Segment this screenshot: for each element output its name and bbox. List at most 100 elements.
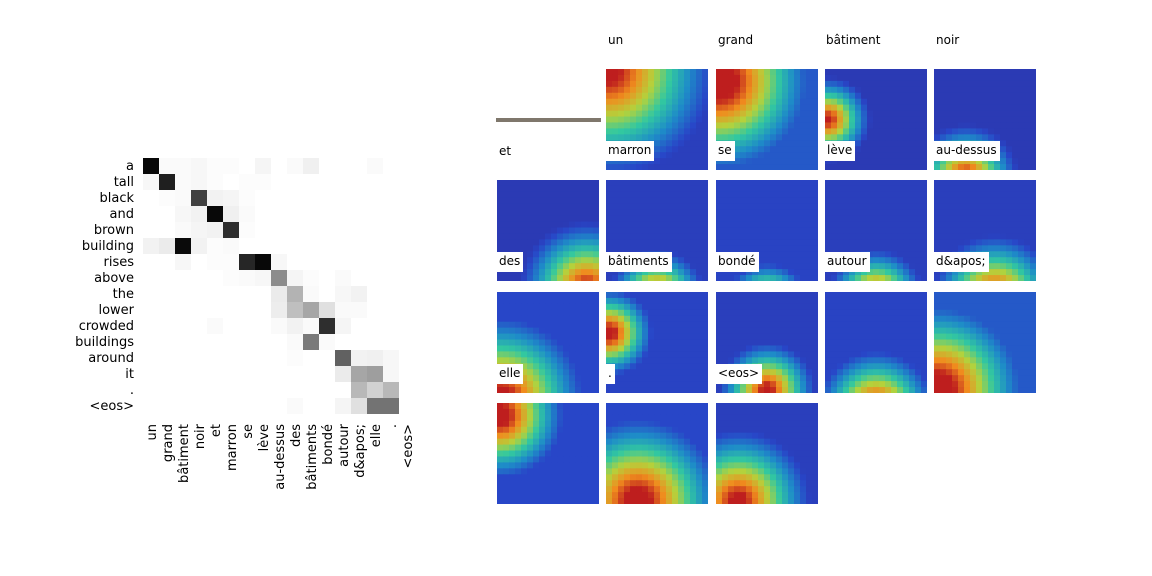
matrix-cell [351,366,367,382]
heatmap-cell [702,251,708,258]
heatmap-cell [521,215,528,223]
heatmap-cell [867,227,874,235]
heatmap-cell [527,257,534,264]
heatmap-cell [1024,80,1031,88]
heatmap-cell [764,403,771,410]
heatmap-cell [509,420,516,428]
heatmap-cell [897,203,904,211]
heatmap-cell [873,381,880,388]
heatmap-cell [982,221,989,229]
heatmap-cell [563,215,570,223]
heatmap-tile [497,69,599,170]
heatmap-cell [702,474,708,481]
heatmap-cell [696,203,703,211]
heatmap-cell [593,233,599,241]
heatmap-cell [1006,303,1013,311]
heatmap-cell [879,227,886,235]
heatmap-cell [606,339,613,347]
heatmap-cell [642,239,649,246]
heatmap-cell [678,197,685,205]
heatmap-cell [563,209,570,217]
heatmap-cell [612,492,619,499]
heatmap-cell [533,369,540,376]
heatmap-cell [593,450,599,458]
heatmap-cell [728,122,735,130]
heatmap-cell [849,74,856,82]
heatmap-cell [606,315,613,323]
heatmap-cell [587,185,594,193]
heatmap-cell [849,269,856,276]
heatmap-cell [678,146,685,153]
heatmap-cell [806,227,813,235]
matrix-cell [351,318,367,334]
heatmap-cell [1000,315,1007,323]
heatmap-cell [794,351,801,358]
heatmap-cell [575,351,582,358]
heatmap-cell [587,381,594,388]
heatmap-cell [897,104,904,112]
heatmap-cell [521,450,528,458]
heatmap-cell [855,110,862,118]
heatmap-cell [897,158,904,165]
heatmap-cell [988,116,995,124]
heatmap-cell [722,110,729,118]
heatmap-cell [837,86,844,94]
matrix-cell [287,190,303,206]
heatmap-cell [764,80,771,88]
heatmap-cell [503,492,510,499]
heatmap-cell [642,134,649,141]
heatmap-cell [666,403,673,410]
matrix-cell [143,398,159,414]
heatmap-cell [867,203,874,211]
heatmap-cell [903,363,910,370]
heatmap-cell [831,345,838,353]
heatmap-cell [660,275,667,281]
heatmap-cell [575,197,582,205]
heatmap-cell [946,110,953,118]
matrix-cell [351,238,367,254]
heatmap-cell [940,381,947,388]
heatmap-cell [722,122,729,130]
heatmap-cell [885,269,892,276]
matrix-cell [303,190,319,206]
heatmap-cell [630,381,637,388]
heatmap-cell [794,369,801,376]
heatmap-cell [806,357,813,364]
heatmap-cell [1006,263,1013,270]
heatmap-cell [734,92,741,100]
heatmap-cell [1000,309,1007,317]
matrix-cell [223,270,239,286]
heatmap-cell [678,104,685,112]
heatmap-cell [1012,215,1019,223]
heatmap-cell [994,92,1001,100]
heatmap-cell [964,351,971,358]
heatmap-cell [782,92,789,100]
heatmap-cell [690,104,697,112]
heatmap-cell [788,122,795,130]
heatmap-cell [812,140,818,147]
heatmap-cell [940,191,947,199]
heatmap-cell [806,140,813,147]
heatmap-cell [557,315,564,323]
heatmap-cell [551,456,558,464]
heatmap-cell [716,357,723,364]
heatmap-cell [794,403,801,410]
heatmap-cell [636,450,643,458]
heatmap-cell [746,209,753,217]
heatmap-cell [800,209,807,217]
heatmap-cell [903,251,910,258]
matrix-cell [351,222,367,238]
matrix-cell [367,350,383,366]
heatmap-cell [1018,86,1025,94]
heatmap-cell [764,351,771,358]
heatmap-cell [897,140,904,147]
heatmap-cell [970,315,977,323]
heatmap-cell [867,239,874,246]
matrix-row-label: <eos> [89,399,134,414]
heatmap-cell [702,134,708,141]
heatmap-cell [684,251,691,258]
heatmap-cell [782,263,789,270]
heatmap-cell [606,86,613,94]
heatmap-cell [940,203,947,211]
heatmap-cell [1018,80,1025,88]
